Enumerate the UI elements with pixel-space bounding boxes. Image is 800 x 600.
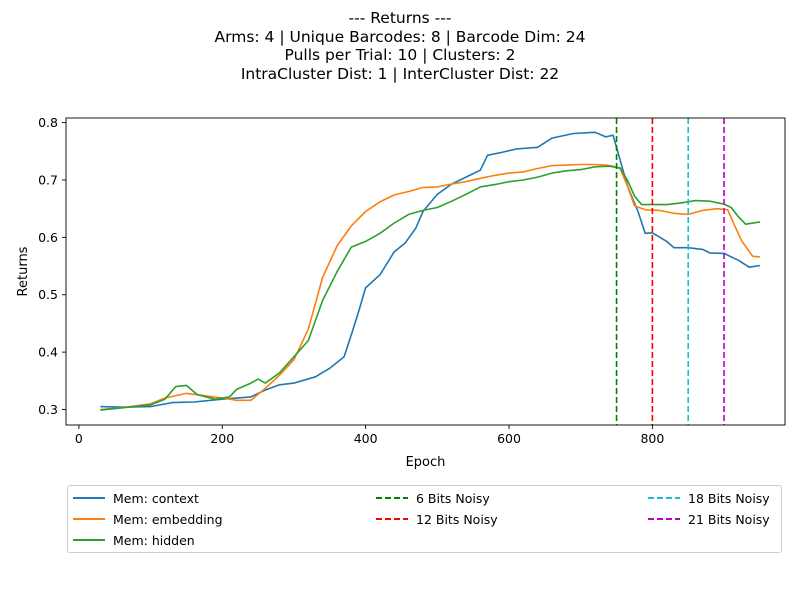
legend-swatch-18-bits xyxy=(648,497,680,499)
y-tick-label: 0.5 xyxy=(38,287,58,302)
x-tick-label: 200 xyxy=(210,431,234,446)
x-tick-label: 400 xyxy=(354,431,378,446)
x-axis-label: Epoch xyxy=(406,455,446,470)
legend-item-context: Mem: context xyxy=(73,488,199,508)
legend-label: 18 Bits Noisy xyxy=(688,490,770,506)
legend-swatch-6-bits xyxy=(376,497,408,499)
x-tick-label: 600 xyxy=(497,431,521,446)
legend-item-hidden: Mem: hidden xyxy=(73,530,195,550)
chart-title-line: Pulls per Trial: 10 | Clusters: 2 xyxy=(284,46,516,64)
y-tick-label: 0.4 xyxy=(38,345,58,360)
series-line-mem-hidden xyxy=(100,165,761,411)
chart-title-line: IntraCluster Dist: 1 | InterCluster Dist… xyxy=(240,64,560,83)
series-line-mem-context xyxy=(100,131,761,408)
legend-label: 21 Bits Noisy xyxy=(688,511,770,527)
chart-title: --- Returns --- Arms: 4 | Unique Barcode… xyxy=(0,9,800,83)
legend-label: Mem: hidden xyxy=(113,532,195,548)
legend-swatch-hidden xyxy=(73,539,105,541)
series-layer xyxy=(100,118,761,425)
y-axis-label: Returns xyxy=(16,246,31,296)
legend-item-embedding: Mem: embedding xyxy=(73,509,223,529)
legend-item-18-bits: 18 Bits Noisy xyxy=(648,488,770,508)
y-tick-label: 0.3 xyxy=(38,402,58,417)
series-line-mem-embedding xyxy=(100,163,760,411)
y-tick-label: 0.7 xyxy=(38,172,58,187)
legend: Mem: context Mem: embedding Mem: hidden … xyxy=(67,485,782,553)
legend-label: 6 Bits Noisy xyxy=(416,490,490,506)
x-tick-label: 0 xyxy=(75,431,83,446)
legend-item-12-bits: 12 Bits Noisy xyxy=(376,509,498,529)
x-tick-label: 800 xyxy=(640,431,664,446)
legend-swatch-embedding xyxy=(73,518,105,520)
legend-label: 12 Bits Noisy xyxy=(416,511,498,527)
plot-frame xyxy=(65,117,786,426)
legend-swatch-12-bits xyxy=(376,518,408,520)
axis-ticks: 0 200 400 600 800 0.3 0.4 0.5 0.6 0.7 0.8 xyxy=(38,115,664,446)
chart-title-line: --- Returns --- xyxy=(348,9,452,27)
legend-item-6-bits: 6 Bits Noisy xyxy=(376,488,490,508)
legend-swatch-21-bits xyxy=(648,518,680,520)
legend-label: Mem: embedding xyxy=(113,511,223,527)
chart-title-line: Arms: 4 | Unique Barcodes: 8 | Barcode D… xyxy=(214,27,586,46)
y-tick-label: 0.8 xyxy=(38,115,58,130)
y-tick-label: 0.6 xyxy=(38,230,58,245)
legend-item-21-bits: 21 Bits Noisy xyxy=(648,509,770,529)
legend-swatch-context xyxy=(73,497,105,499)
legend-label: Mem: context xyxy=(113,490,199,506)
